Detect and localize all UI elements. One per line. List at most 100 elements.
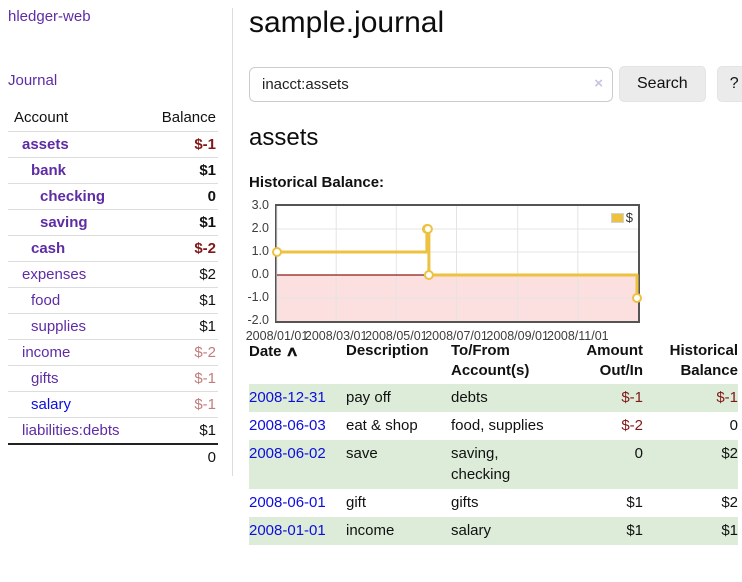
- account-balance: $-2: [142, 339, 218, 366]
- search-button[interactable]: Search: [619, 66, 706, 102]
- search-input[interactable]: [249, 66, 613, 102]
- account-link[interactable]: income: [22, 344, 71, 361]
- transaction-amount: $-2: [621, 417, 643, 434]
- nav-journal-link[interactable]: Journal: [8, 72, 58, 89]
- transaction-date-link[interactable]: 2008-01-01: [249, 522, 326, 539]
- accounts-table: Account Balance assets $-1 bank $1 checking 0…: [8, 105, 218, 470]
- transaction-date-link[interactable]: 2008-06-02: [249, 445, 326, 462]
- transaction-accounts: food, supplies: [451, 417, 544, 434]
- account-balance: 0: [142, 183, 218, 210]
- legend-label: $: [625, 210, 633, 225]
- account-row: expenses $2: [8, 261, 218, 288]
- transaction-amount: $1: [626, 522, 643, 539]
- x-axis-tick-label: 2008/03/01: [304, 329, 368, 343]
- account-row: saving $1: [8, 209, 218, 236]
- register-header-balance: Historical Balance: [669, 342, 738, 379]
- y-axis-tick-label: 1.0: [251, 244, 269, 258]
- account-row: checking 0: [8, 183, 218, 210]
- brand-link[interactable]: hledger-web: [8, 8, 91, 25]
- account-row: bank $1: [8, 157, 218, 184]
- main-content: sample.journal × Search ? assets Histori…: [233, 0, 742, 582]
- transaction-description: pay off: [346, 389, 391, 406]
- chart-legend: $: [608, 209, 635, 226]
- transaction-date-link[interactable]: 2008-06-01: [249, 494, 326, 511]
- account-link[interactable]: salary: [31, 396, 72, 413]
- account-balance: $1: [142, 287, 218, 314]
- accounts-header-account: Account: [14, 109, 69, 126]
- register-row[interactable]: 2008-12-31 pay off debts $-1 $-1: [249, 384, 738, 412]
- transaction-amount: $1: [626, 494, 643, 511]
- account-link[interactable]: supplies: [31, 318, 87, 335]
- account-link[interactable]: cash: [31, 240, 66, 257]
- register-table: Date ∧ Description To/From Account(s) Amo…: [249, 341, 738, 545]
- transaction-description: income: [346, 522, 395, 539]
- transaction-accounts: debts: [451, 389, 488, 406]
- transaction-amount: $-1: [621, 389, 643, 406]
- transaction-accounts: saving, checking: [451, 445, 511, 483]
- account-row: food $1: [8, 287, 218, 314]
- transaction-balance: $2: [721, 494, 738, 511]
- accounts-total-row: 0: [8, 443, 218, 470]
- register-header-amount: Amount Out/In: [586, 342, 643, 379]
- account-balance: $1: [142, 157, 218, 184]
- y-axis-tick-label: 3.0: [251, 198, 269, 212]
- transaction-description: save: [346, 445, 378, 462]
- x-axis-tick-label: 2008/07/01: [425, 329, 488, 343]
- page-title: sample.journal: [249, 6, 445, 39]
- account-row: assets $-1: [8, 131, 218, 158]
- account-balance: $1: [142, 209, 218, 236]
- y-axis-tick-label: -2.0: [247, 313, 269, 327]
- register-header-date[interactable]: Date ∧: [249, 343, 299, 360]
- help-button[interactable]: ?: [716, 66, 742, 102]
- historical-balance-label: Historical Balance:: [249, 174, 385, 191]
- account-balance: $-2: [142, 235, 218, 262]
- account-heading: assets: [249, 124, 319, 151]
- account-row: income $-2: [8, 339, 218, 366]
- transaction-description: eat & shop: [346, 417, 418, 434]
- y-axis-tick-label: -1.0: [247, 290, 269, 304]
- transaction-date-link[interactable]: 2008-12-31: [249, 389, 326, 406]
- account-balance: $2: [142, 261, 218, 288]
- register-row[interactable]: 2008-06-03 eat & shop food, supplies $-2 0: [249, 412, 738, 440]
- account-link[interactable]: expenses: [22, 266, 87, 283]
- account-link[interactable]: bank: [31, 162, 67, 179]
- account-balance: $1: [142, 313, 218, 340]
- transaction-accounts: salary: [451, 522, 492, 539]
- account-link[interactable]: liabilities:debts: [22, 422, 120, 439]
- x-axis-tick-label: 2008/01/01: [245, 329, 309, 343]
- account-row: cash $-2: [8, 235, 218, 262]
- clear-search-icon[interactable]: ×: [594, 74, 603, 92]
- register-row[interactable]: 2008-01-01 income salary $1 $1: [249, 517, 738, 545]
- account-balance: $-1: [142, 365, 218, 392]
- register-row[interactable]: 2008-06-02 save saving, checking 0 $2: [249, 440, 738, 489]
- y-axis-tick-label: 0.0: [251, 267, 269, 281]
- register-row[interactable]: 2008-06-01 gift gifts $1 $2: [249, 489, 738, 517]
- account-row: liabilities:debts $1: [8, 417, 218, 444]
- accounts-total-value: 0: [142, 443, 218, 470]
- sort-asc-icon: ∧: [284, 343, 299, 359]
- account-link[interactable]: checking: [40, 188, 106, 205]
- x-axis-tick-label: 2008/11/01: [547, 329, 609, 343]
- legend-swatch-icon: [610, 212, 624, 223]
- x-axis-tick-label: 2008/05/01: [365, 329, 428, 343]
- account-balance: $-1: [142, 131, 218, 158]
- transaction-date-link[interactable]: 2008-06-03: [249, 417, 326, 434]
- account-link[interactable]: assets: [22, 136, 69, 153]
- account-balance: $1: [142, 417, 218, 444]
- x-axis-tick-label: 2008/09/01: [486, 329, 549, 343]
- transaction-balance: $-1: [716, 389, 738, 406]
- y-axis-tick-label: 2.0: [251, 221, 269, 235]
- account-row: gifts $-1: [8, 365, 218, 392]
- chart-plot-area: $ 3.0 2.0 1.0 0.0 -1.0 -2.0 2008/01/01 2008/03/…: [246, 198, 642, 343]
- account-link[interactable]: saving: [40, 214, 88, 231]
- account-link[interactable]: gifts: [31, 370, 59, 387]
- search-form: × Search ?: [249, 66, 742, 102]
- account-row: salary $-1: [8, 391, 218, 418]
- account-balance: $-1: [142, 391, 218, 418]
- account-link[interactable]: food: [31, 292, 61, 309]
- transaction-balance: $1: [721, 522, 738, 539]
- sidebar: hledger-web Journal Account Balance asse…: [0, 0, 233, 582]
- register-header-description: Description: [346, 342, 429, 359]
- transaction-balance: 0: [729, 417, 738, 434]
